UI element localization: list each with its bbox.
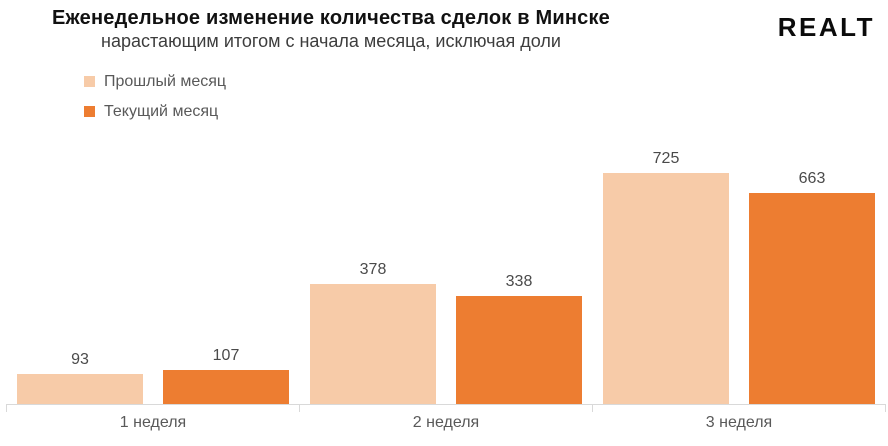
x-axis-label-week3: 3 неделя [705, 414, 773, 431]
x-axis-tick [885, 404, 886, 412]
legend-swatch-current-month [84, 106, 95, 117]
legend: Прошлый месяц Текущий месяц [84, 71, 226, 131]
x-axis-label-week1: 1 неделя [119, 414, 187, 431]
bar-value-label-prev-month-week1: 93 [71, 351, 89, 368]
bar-prev-month-week2 [310, 284, 436, 404]
x-axis-tick [592, 404, 593, 412]
bar-value-label-current-month-week3: 663 [798, 170, 826, 187]
bar-current-month-week3 [749, 193, 875, 404]
bar-value-label-prev-month-week2: 378 [359, 261, 387, 278]
legend-swatch-prev-month [84, 76, 95, 87]
x-axis-tick [6, 404, 7, 412]
legend-label-current-month: Текущий месяц [104, 102, 219, 120]
chart-title: Еженедельное изменение количества сделок… [52, 7, 610, 29]
x-axis-line [6, 404, 886, 405]
bar-value-label-current-month-week1: 107 [212, 347, 240, 364]
bar-current-month-week1 [163, 370, 289, 404]
chart-subtitle: нарастающим итогом с начала месяца, искл… [101, 31, 561, 51]
realt-logo: Realt [777, 12, 875, 42]
x-axis-label-week2: 2 неделя [412, 414, 480, 431]
bar-prev-month-week1 [17, 374, 143, 404]
bar-prev-month-week3 [603, 173, 729, 404]
bar-value-label-prev-month-week3: 725 [652, 150, 680, 167]
chart-header: Еженедельное изменение количества сделок… [0, 6, 662, 52]
bar-value-label-current-month-week2: 338 [505, 273, 533, 290]
x-axis-tick [299, 404, 300, 412]
legend-item-prev-month: Прошлый месяц [84, 71, 226, 92]
legend-label-prev-month: Прошлый месяц [104, 72, 227, 90]
bar-current-month-week2 [456, 296, 582, 404]
legend-item-current-month: Текущий месяц [84, 101, 226, 122]
